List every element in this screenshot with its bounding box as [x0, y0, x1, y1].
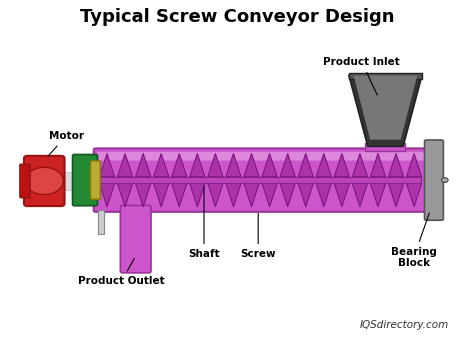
Polygon shape [172, 184, 187, 207]
Polygon shape [298, 184, 313, 207]
Text: Typical Screw Conveyor Design: Typical Screw Conveyor Design [80, 7, 394, 26]
FancyBboxPatch shape [98, 177, 421, 183]
Text: Screw: Screw [240, 213, 276, 259]
Circle shape [441, 178, 448, 183]
Polygon shape [136, 153, 151, 177]
Polygon shape [244, 153, 259, 177]
Polygon shape [354, 75, 417, 140]
Polygon shape [100, 153, 115, 177]
Polygon shape [208, 184, 223, 207]
Polygon shape [334, 153, 349, 177]
Polygon shape [100, 184, 115, 207]
FancyBboxPatch shape [349, 73, 422, 79]
Polygon shape [280, 184, 295, 207]
Polygon shape [154, 153, 169, 177]
FancyBboxPatch shape [425, 140, 443, 220]
Polygon shape [349, 75, 422, 147]
Polygon shape [389, 153, 404, 177]
Polygon shape [352, 153, 367, 177]
Text: Product Outlet: Product Outlet [78, 258, 165, 286]
Polygon shape [136, 184, 151, 207]
Polygon shape [244, 184, 259, 207]
Text: IQSdirectory.com: IQSdirectory.com [360, 320, 449, 330]
Polygon shape [262, 184, 277, 207]
Polygon shape [190, 184, 205, 207]
FancyBboxPatch shape [20, 164, 30, 198]
Polygon shape [280, 153, 295, 177]
Polygon shape [262, 153, 277, 177]
Polygon shape [226, 153, 241, 177]
FancyBboxPatch shape [120, 205, 151, 273]
FancyBboxPatch shape [365, 143, 405, 151]
Text: Bearing
Block: Bearing Block [391, 213, 437, 269]
Polygon shape [118, 153, 133, 177]
FancyBboxPatch shape [98, 210, 104, 234]
Polygon shape [118, 184, 133, 207]
FancyBboxPatch shape [97, 152, 424, 160]
FancyBboxPatch shape [91, 161, 100, 199]
Text: Shaft: Shaft [188, 186, 220, 259]
Polygon shape [407, 153, 422, 177]
Polygon shape [316, 184, 331, 207]
FancyBboxPatch shape [94, 149, 428, 212]
Polygon shape [190, 153, 205, 177]
Polygon shape [154, 184, 169, 207]
Polygon shape [316, 153, 331, 177]
Text: Product Inlet: Product Inlet [323, 57, 400, 95]
Polygon shape [370, 153, 385, 177]
Polygon shape [298, 153, 313, 177]
Circle shape [25, 167, 64, 194]
FancyBboxPatch shape [24, 156, 64, 206]
Polygon shape [334, 184, 349, 207]
FancyBboxPatch shape [61, 172, 74, 190]
FancyBboxPatch shape [73, 154, 98, 206]
Polygon shape [172, 153, 187, 177]
Text: Motor: Motor [48, 131, 83, 156]
Polygon shape [208, 153, 223, 177]
Polygon shape [352, 184, 367, 207]
Polygon shape [370, 184, 385, 207]
Polygon shape [226, 184, 241, 207]
Polygon shape [407, 184, 422, 207]
Polygon shape [389, 184, 404, 207]
